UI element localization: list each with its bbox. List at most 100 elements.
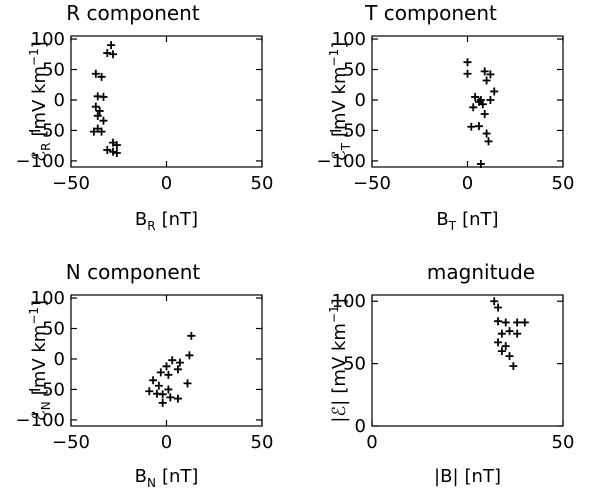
data-point — [107, 41, 116, 50]
data-point — [482, 129, 491, 138]
data-point — [469, 103, 478, 112]
data-point — [91, 102, 100, 111]
x-axis-label-main: B — [135, 466, 147, 487]
data-point — [520, 318, 529, 327]
y-axis-label-main: ℰ — [329, 150, 350, 161]
y-tick-label: 100 — [31, 288, 65, 309]
data-point — [99, 116, 108, 125]
y-tick-label: −100 — [16, 410, 65, 431]
y-axis-label-sup: −1 — [27, 307, 41, 325]
data-point — [490, 87, 499, 96]
x-tick-label: 0 — [462, 173, 473, 194]
data-point — [494, 303, 503, 312]
x-tick-label: 0 — [161, 432, 172, 453]
plot-frame — [371, 35, 564, 168]
y-axis-label-close: ] — [329, 42, 350, 49]
x-axis-label-main: B — [135, 209, 147, 230]
data-point — [480, 109, 489, 118]
y-axis-label-sup: −1 — [27, 48, 41, 66]
data-point — [478, 100, 487, 109]
data-point — [486, 70, 495, 79]
x-axis-label: |B| [nT] — [434, 466, 501, 487]
data-point — [173, 365, 182, 374]
data-point — [505, 327, 514, 336]
data-point — [501, 342, 510, 351]
data-point — [149, 376, 158, 385]
data-point — [501, 318, 510, 327]
y-axis-label-close: ] — [29, 41, 50, 48]
data-point — [463, 58, 472, 67]
data-point — [497, 329, 506, 338]
data-point — [91, 69, 100, 78]
data-point — [164, 385, 173, 394]
y-tick-label: −50 — [328, 120, 366, 141]
panel-magnitude: magnitude 0 50 0 50 100 |B| [nT] |ℰ| [mV km−1] — [327, 260, 574, 487]
plot-frame — [371, 294, 564, 427]
data-point — [145, 387, 154, 396]
data-point — [158, 390, 167, 399]
y-tick-label: 0 — [54, 349, 65, 370]
data-point — [467, 122, 476, 131]
y-axis-label-unit: [mV km — [329, 323, 350, 394]
y-axis-label-main: |ℰ| — [329, 400, 350, 423]
plot-frame — [70, 294, 263, 427]
x-tick-label: −50 — [52, 173, 90, 194]
data-point — [99, 92, 108, 101]
panel-title: T component — [364, 1, 497, 25]
y-axis-label: ℰN [mV km−1] — [27, 300, 53, 421]
x-axis-label-sub: T — [448, 219, 457, 233]
data-point — [509, 362, 518, 371]
y-axis-label-sub: T — [339, 142, 353, 151]
x-axis-label-main: |B| — [434, 466, 458, 487]
data-point — [480, 67, 489, 76]
data-point — [97, 72, 106, 81]
data-point — [109, 50, 118, 59]
y-axis-label: |ℰ| [mV km−1] — [327, 298, 350, 422]
y-axis-label: ℰR [mV km−1] — [27, 41, 53, 162]
data-point — [164, 370, 173, 379]
y-axis-label-close: ] — [329, 298, 350, 305]
x-axis-label-sub: N — [147, 476, 156, 490]
data-point — [89, 127, 98, 136]
x-axis-label-unit: [nT] — [465, 466, 501, 487]
y-axis-label-close: ] — [29, 300, 50, 307]
y-axis-label-main: ℰ — [29, 410, 50, 421]
data-point — [112, 141, 121, 150]
panel-title: N component — [66, 260, 201, 284]
data-point — [158, 398, 167, 407]
x-axis-label-unit: [nT] — [162, 209, 198, 230]
data-point — [471, 92, 480, 101]
panel-title: magnitude — [427, 260, 535, 284]
data-point — [476, 159, 485, 168]
y-axis-label-sub: R — [39, 143, 53, 151]
panel-title: R component — [66, 1, 200, 25]
data-point — [185, 351, 194, 360]
data-point — [156, 368, 165, 377]
x-tick-label: −50 — [52, 432, 90, 453]
y-axis-label: ℰT [mV km−1] — [327, 42, 353, 162]
y-tick-label: 0 — [355, 416, 366, 437]
x-axis-label-unit: [nT] — [462, 209, 498, 230]
y-tick-label: 50 — [42, 319, 65, 340]
x-axis-label-sub: R — [147, 219, 155, 233]
plot-frame — [70, 35, 263, 168]
y-axis-label-unit: [mV km — [329, 66, 350, 137]
data-point — [168, 356, 177, 365]
x-axis-label: BT [nT] — [436, 209, 498, 233]
y-tick-label: 100 — [332, 291, 366, 312]
data-point — [162, 362, 171, 371]
x-axis-label: BN [nT] — [135, 466, 199, 490]
data-point — [103, 145, 112, 154]
data-point — [109, 147, 118, 156]
x-axis-label: BR [nT] — [135, 209, 198, 233]
y-axis-label-sup: −1 — [327, 49, 341, 67]
data-point — [154, 381, 163, 390]
y-tick-label: 100 — [31, 29, 65, 50]
x-tick-label: 0 — [161, 173, 172, 194]
data-point — [183, 379, 192, 388]
data-point — [513, 318, 522, 327]
